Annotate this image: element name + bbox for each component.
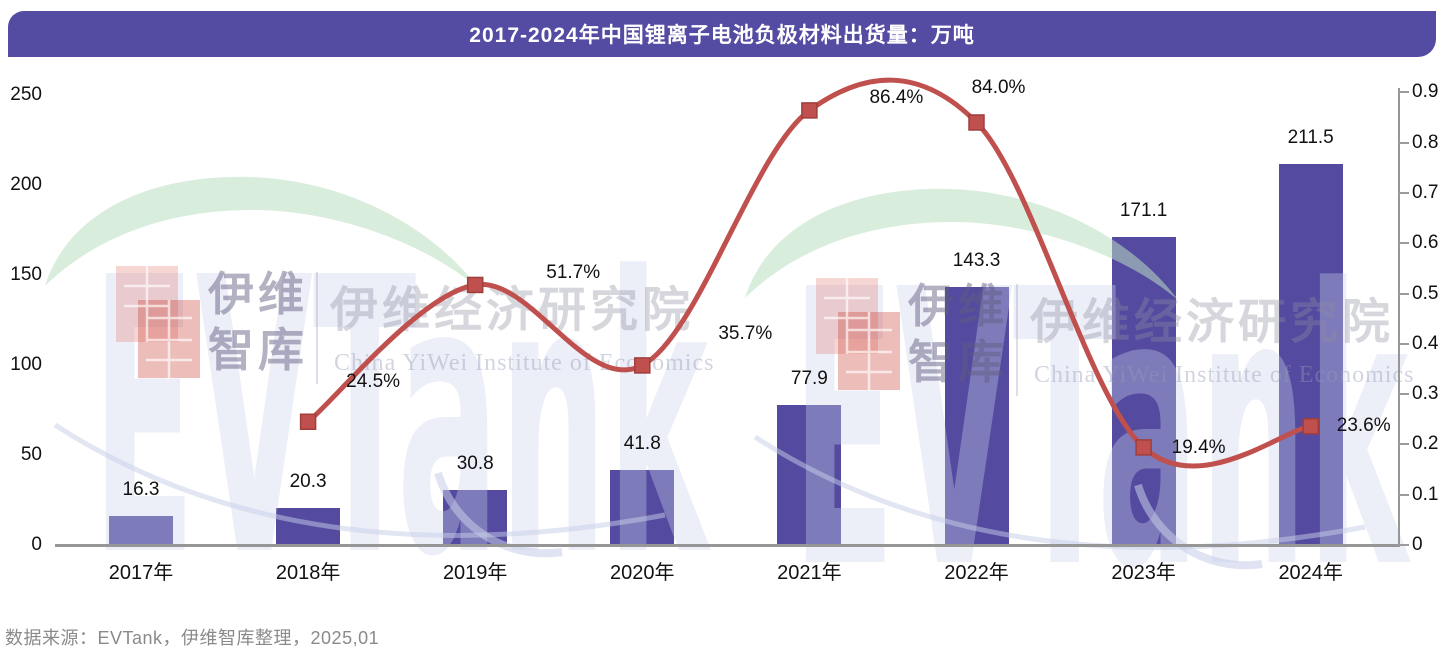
right-axis-tick-label: 0.9	[1412, 81, 1439, 103]
line-value-label: 51.7%	[546, 261, 601, 283]
x-axis-label: 2018年	[275, 562, 341, 584]
chart-title-banner: 2017-2024年中国锂离子电池负极材料出货量：万吨	[8, 11, 1436, 57]
bar-2018年	[276, 508, 341, 545]
red-seal-logo	[116, 266, 200, 378]
x-axis-label: 2019年	[442, 562, 508, 584]
bar-value-label: 41.8	[623, 432, 661, 454]
right-axis-tick-label: 0.3	[1412, 383, 1439, 405]
bar-2021年	[777, 404, 842, 545]
watermark-divider	[1016, 284, 1018, 396]
bar-2017年	[109, 515, 173, 545]
right-axis-tick	[1398, 342, 1409, 345]
right-axis-tick-label: 0.5	[1412, 282, 1439, 304]
watermark-logo-text: 伊维 智库	[208, 268, 308, 376]
right-axis-tick	[1398, 242, 1409, 245]
right-axis-tick	[1398, 544, 1409, 546]
leaf-swoosh	[45, 176, 478, 288]
x-axis-label: 2021年	[777, 562, 842, 584]
bar-2024年	[1278, 164, 1343, 545]
left-axis-tick-label: 200	[10, 174, 42, 195]
watermark-institute-en: China YiWei Institute of Economics	[1034, 362, 1415, 388]
line-value-label: 86.4%	[869, 87, 924, 109]
left-axis-tick-label: 50	[20, 444, 42, 465]
line-value-label: 84.0%	[971, 77, 1026, 99]
line-value-label: 24.5%	[346, 370, 401, 392]
right-axis-tick-label: 0.4	[1412, 332, 1439, 354]
bar-value-label: 171.1	[1119, 200, 1168, 222]
bar-value-label: 211.5	[1287, 127, 1334, 149]
right-axis-tick	[1398, 393, 1409, 396]
right-axis-tick-label: 0.6	[1412, 232, 1439, 254]
x-axis-label: 2020年	[610, 562, 675, 584]
right-axis-tick-label: 0.7	[1412, 181, 1439, 203]
right-axis-tick-label: 0	[1412, 534, 1423, 555]
line-marker	[466, 276, 484, 294]
watermark-divider	[316, 272, 318, 384]
line-value-label: 19.4%	[1171, 437, 1226, 459]
right-y-axis-line	[1398, 88, 1400, 547]
right-axis-tick-label: 0.1	[1412, 483, 1439, 505]
bar-2022年	[944, 287, 1009, 545]
line-marker	[801, 102, 818, 119]
right-axis-tick	[1398, 292, 1409, 295]
x-axis-label: 2022年	[944, 562, 1009, 584]
right-axis-tick	[1398, 191, 1409, 194]
x-axis-line	[55, 544, 1400, 547]
bar-value-label: 143.3	[952, 250, 1001, 272]
right-axis-tick-label: 0.8	[1412, 131, 1439, 153]
left-axis-tick-label: 150	[10, 264, 42, 285]
chart-title: 2017-2024年中国锂离子电池负极材料出货量：万吨	[469, 24, 975, 47]
line-marker	[634, 357, 651, 374]
bar-value-label: 20.3	[289, 471, 327, 493]
bottom-arc	[753, 434, 1366, 550]
x-axis-label: 2017年	[108, 562, 174, 584]
bar-2020年	[610, 469, 675, 545]
left-axis-tick-label: 0	[31, 534, 42, 555]
line-value-label: 23.6%	[1336, 415, 1391, 437]
right-axis-tick	[1398, 141, 1409, 144]
bar-value-label: 30.8	[456, 452, 494, 474]
right-axis-tick	[1398, 91, 1409, 94]
line-value-label: 35.7%	[718, 323, 773, 345]
watermark-institute-cn: 伊维经济研究院	[330, 284, 695, 337]
line-marker	[299, 413, 317, 431]
left-axis-tick-label: 100	[10, 354, 42, 375]
x-axis-label: 2024年	[1278, 562, 1343, 584]
right-axis-tick	[1398, 443, 1409, 446]
x-axis-label: 2023年	[1111, 562, 1176, 584]
bar-2019年	[443, 489, 508, 545]
right-axis-tick-label: 0.2	[1412, 433, 1439, 455]
bar-value-label: 77.9	[790, 367, 828, 389]
source-note: 数据来源：EVTank，伊维智库整理，2025,01	[5, 628, 380, 648]
line-marker	[968, 114, 985, 131]
bar-value-label: 16.3	[122, 478, 160, 500]
right-axis-tick	[1398, 493, 1409, 496]
bar-2023年	[1111, 237, 1176, 545]
left-axis-tick-label: 250	[10, 84, 42, 105]
